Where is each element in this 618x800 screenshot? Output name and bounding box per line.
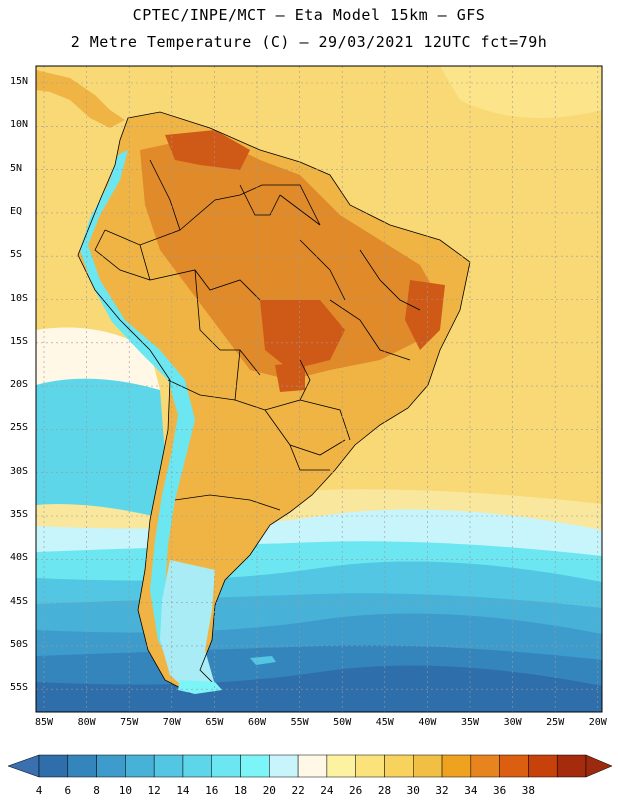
latitude-label: 5N [10,162,23,174]
colorbar-level-label: 24 [320,784,334,797]
colorbar-swatch [556,754,587,778]
latitude-label: 35S [10,509,29,520]
longitude-label: 60W [247,717,267,728]
pacific-cool-water [36,372,170,520]
colorbar-swatch [153,754,184,778]
ocean-band [36,665,602,712]
northeast-brazil-hot-spot [405,280,445,350]
chaco-hot-spot [275,362,305,392]
colorbar-swatch [441,754,472,778]
longitude-label: 40W [418,717,437,728]
latitude-label: 15S [10,335,29,347]
latitude-label: 10S [10,292,29,304]
central-america-landmass [36,70,125,128]
colorbar-level-label: 6 [64,784,72,797]
colorbar-swatch [355,754,385,778]
colorbar-swatch [67,754,97,778]
colorbar-level-label: 16 [205,784,219,797]
latitude-label: 5S [10,249,23,261]
colorbar-swatch [470,754,500,778]
colorbar-level-label: 34 [464,784,478,797]
colorbar-level-label: 10 [118,784,132,797]
colorbar-level-label: 30 [406,784,420,797]
longitude-label: 70W [162,717,181,728]
colorbar-level-label: 32 [435,784,449,797]
map-title-line1: CPTEC/INPE/MCT – Eta Model 15km – GFS [132,6,486,24]
colorbar-swatch [297,754,328,778]
colorbar-under-arrow [7,754,40,778]
longitude-label: 45W [375,717,394,728]
colorbar-level-label: 20 [262,784,276,797]
longitude-label: 30W [503,717,522,728]
country-borders [77,111,471,694]
colorbar-level-label: 14 [176,784,190,797]
pacific-mild-water [36,327,160,390]
latitude-label: 15N [10,76,29,87]
colorbar-level-label: 28 [377,784,392,797]
latitude-label: 10N [10,119,29,131]
colorbar-level-label: 38 [521,784,536,797]
colorbar-level-label: 26 [349,784,363,797]
south-atlantic-cool-bands [36,489,602,712]
colorbar-swatch [211,754,241,778]
central-brazil-hot-spot [260,300,345,370]
colorbar-swatch [38,754,69,778]
colorbar-swatch [182,754,212,778]
colorbar-over-arrow [585,754,613,778]
colorbar-level-label: 36 [493,784,507,797]
amazon-warm-zone [140,135,440,380]
colorbar-level-label: 18 [233,784,248,797]
longitude-label: 55W [290,717,309,728]
colorbar-swatch [240,754,270,778]
patagonia-cool-zone [160,560,215,693]
colorbar-level-label: 8 [93,784,100,797]
latitude-label: 40S [10,552,29,564]
colorbar-level-label: 12 [147,784,161,797]
latitude-label: 55S [10,682,29,694]
longitude-label: 50W [333,717,352,728]
latitude-label: 25S [10,422,29,434]
tierra-del-fuego [178,680,222,694]
colorbar-swatch [326,754,356,778]
colorbar-swatch [269,754,299,778]
longitude-label: 20W [588,717,607,728]
falkland-islands [250,656,276,665]
colorbar-swatch [96,754,126,778]
longitude-label: 25W [546,717,565,728]
longitude-label: 65W [205,717,224,728]
map-title-line2: 2 Metre Temperature (C) – 29/03/2021 12U… [70,33,548,51]
lat-lon-grid [36,66,602,712]
colorbar-swatch [499,754,529,778]
latitude-label: 30S [10,465,29,477]
longitude-label: 35W [460,717,480,728]
temperature-colorbar [7,754,613,778]
plot-frame [35,65,603,713]
latitude-label: 50S [10,638,29,650]
colorbar-swatch [413,754,443,778]
latitude-label: EQ [10,205,23,217]
caribbean-mild-water [440,66,602,118]
andes-cold-ribbon [80,150,195,675]
latitude-label: 45S [10,595,29,607]
colorbar-level-label: 22 [291,784,305,797]
latitude-label: 20S [10,379,29,391]
longitude-label: 80W [77,717,96,728]
longitude-label: 75W [120,717,139,728]
colorbar-swatch [528,754,558,778]
venezuela-hot-spot [165,130,250,170]
colorbar-level-label: 4 [35,784,43,797]
longitude-label: 85W [34,717,54,728]
colorbar-swatch [384,754,414,778]
colorbar-swatch [125,754,155,778]
